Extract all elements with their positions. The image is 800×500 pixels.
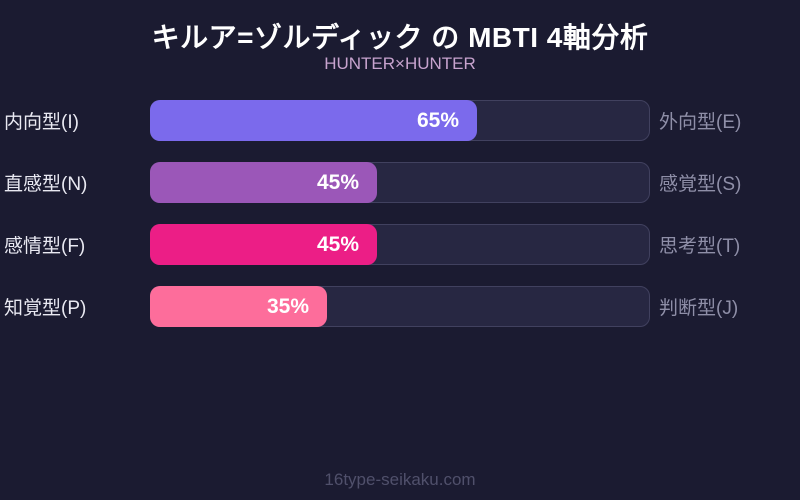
axis-left-label: 直感型(N) [4,174,88,195]
axis-left-label: 感情型(F) [4,236,86,257]
axis-right-label: 判断型(J) [659,298,739,319]
bar-fill: 35% [150,286,327,327]
axis-right-label: 感覚型(S) [659,174,742,195]
bar-fill: 45% [150,224,377,265]
axis-row: 直感型(N) 45% 感覚型(S) [0,162,800,203]
chart-subtitle: HUNTER×HUNTER [324,54,476,73]
bar-track: 35% [150,286,650,327]
axis-right-label: 思考型(T) [659,236,741,257]
bar-value-label: 45% [316,232,359,256]
axis-row: 内向型(I) 65% 外向型(E) [0,100,800,141]
bar-track: 65% [150,100,650,141]
bar-track: 45% [150,224,650,265]
bar-fill: 45% [150,162,377,203]
bar-rows: 内向型(I) 65% 外向型(E) 直感型(N) 45% 感覚型(S) [0,100,800,348]
chart-title: キルア=ゾルディック の MBTI 4軸分析 [151,22,649,53]
bar-value-label: 35% [266,294,309,318]
watermark: 16type-seikaku.com [324,470,476,489]
axis-right-label: 外向型(E) [659,112,742,133]
axis-left-label: 内向型(I) [4,112,79,133]
bar-track: 45% [150,162,650,203]
axis-row: 知覚型(P) 35% 判断型(J) [0,286,800,327]
bar-fill: 65% [150,100,477,141]
bar-value-label: 65% [416,108,459,132]
bar-value-label: 45% [316,170,359,194]
axis-left-label: 知覚型(P) [4,298,87,319]
axis-row: 感情型(F) 45% 思考型(T) [0,224,800,265]
